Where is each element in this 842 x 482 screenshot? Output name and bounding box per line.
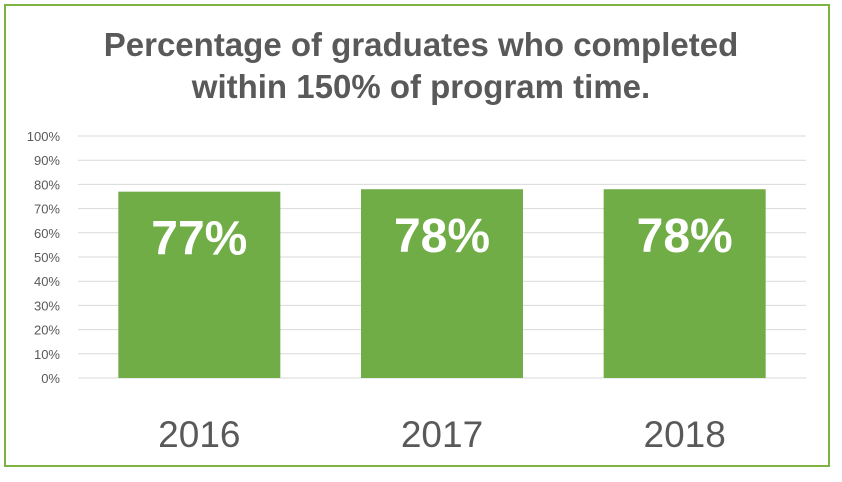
data-label-2018: 78%: [637, 210, 733, 263]
x-axis-tick-labels: 2016 2017 2018: [158, 414, 726, 455]
x-tick-label-2018: 2018: [644, 414, 726, 455]
y-axis-tick-labels: 0% 10% 20% 30% 40% 50% 60% 70% 80% 90% 100%: [27, 129, 61, 386]
y-tick-label: 20%: [34, 323, 60, 338]
chart-title-line-2: within 150% of program time.: [191, 68, 651, 105]
data-label-2017: 78%: [394, 210, 490, 263]
y-tick-label: 0%: [41, 371, 60, 386]
y-tick-label: 60%: [34, 226, 60, 241]
data-label-2016: 77%: [151, 213, 247, 266]
bar-2016: [118, 191, 281, 378]
bar-2018: [603, 189, 766, 378]
data-labels: 77% 78% 78%: [151, 210, 732, 265]
x-tick-label-2017: 2017: [401, 414, 483, 455]
chart-title: Percentage of graduates who completed wi…: [0, 24, 842, 108]
x-tick-label-2016: 2016: [158, 414, 240, 455]
y-tick-label: 50%: [34, 250, 60, 265]
y-tick-label: 70%: [34, 202, 60, 217]
chart-title-line-1: Percentage of graduates who completed: [103, 26, 739, 63]
y-tick-label: 80%: [34, 177, 60, 192]
bar-2017: [361, 189, 523, 378]
y-tick-label: 10%: [34, 347, 60, 362]
y-tick-label: 40%: [34, 274, 60, 289]
y-tick-label: 90%: [34, 153, 60, 168]
y-tick-label: 100%: [27, 129, 61, 144]
bars: [118, 189, 766, 378]
y-tick-label: 30%: [34, 298, 60, 313]
